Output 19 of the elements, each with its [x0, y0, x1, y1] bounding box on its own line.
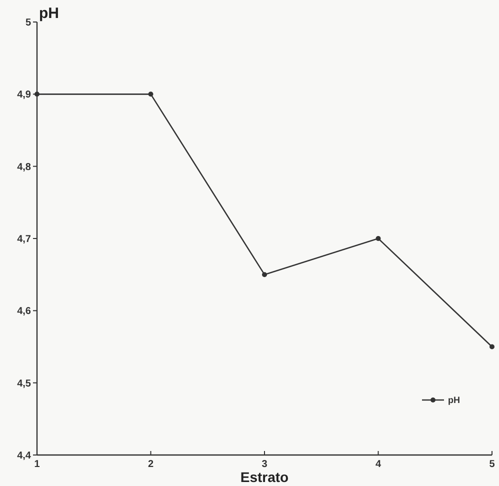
x-tick-label: 3 [262, 459, 268, 470]
y-tick-label: 4,7 [17, 234, 32, 245]
point [262, 272, 267, 278]
y-tick-label: 4,8 [17, 162, 32, 173]
x-tick-label: 2 [148, 459, 154, 470]
y-tick-label: 4,9 [17, 90, 32, 101]
legend-label: pH [448, 395, 460, 406]
x-axis-title: Estrato [240, 469, 289, 485]
x-tick-label: 4 [375, 459, 382, 470]
y-tick-label: 5 [25, 18, 32, 28]
x-tick-label: 1 [34, 459, 40, 470]
point [148, 92, 154, 97]
y-tick-label: 4,6 [17, 306, 32, 318]
y-tick-label: 4,4 [17, 450, 32, 462]
y-axis-title: pH [39, 5, 59, 22]
y-tick-label: 4,5 [17, 378, 32, 390]
point [376, 236, 381, 241]
point [490, 344, 494, 350]
x-tick-label: 5 [489, 459, 496, 470]
